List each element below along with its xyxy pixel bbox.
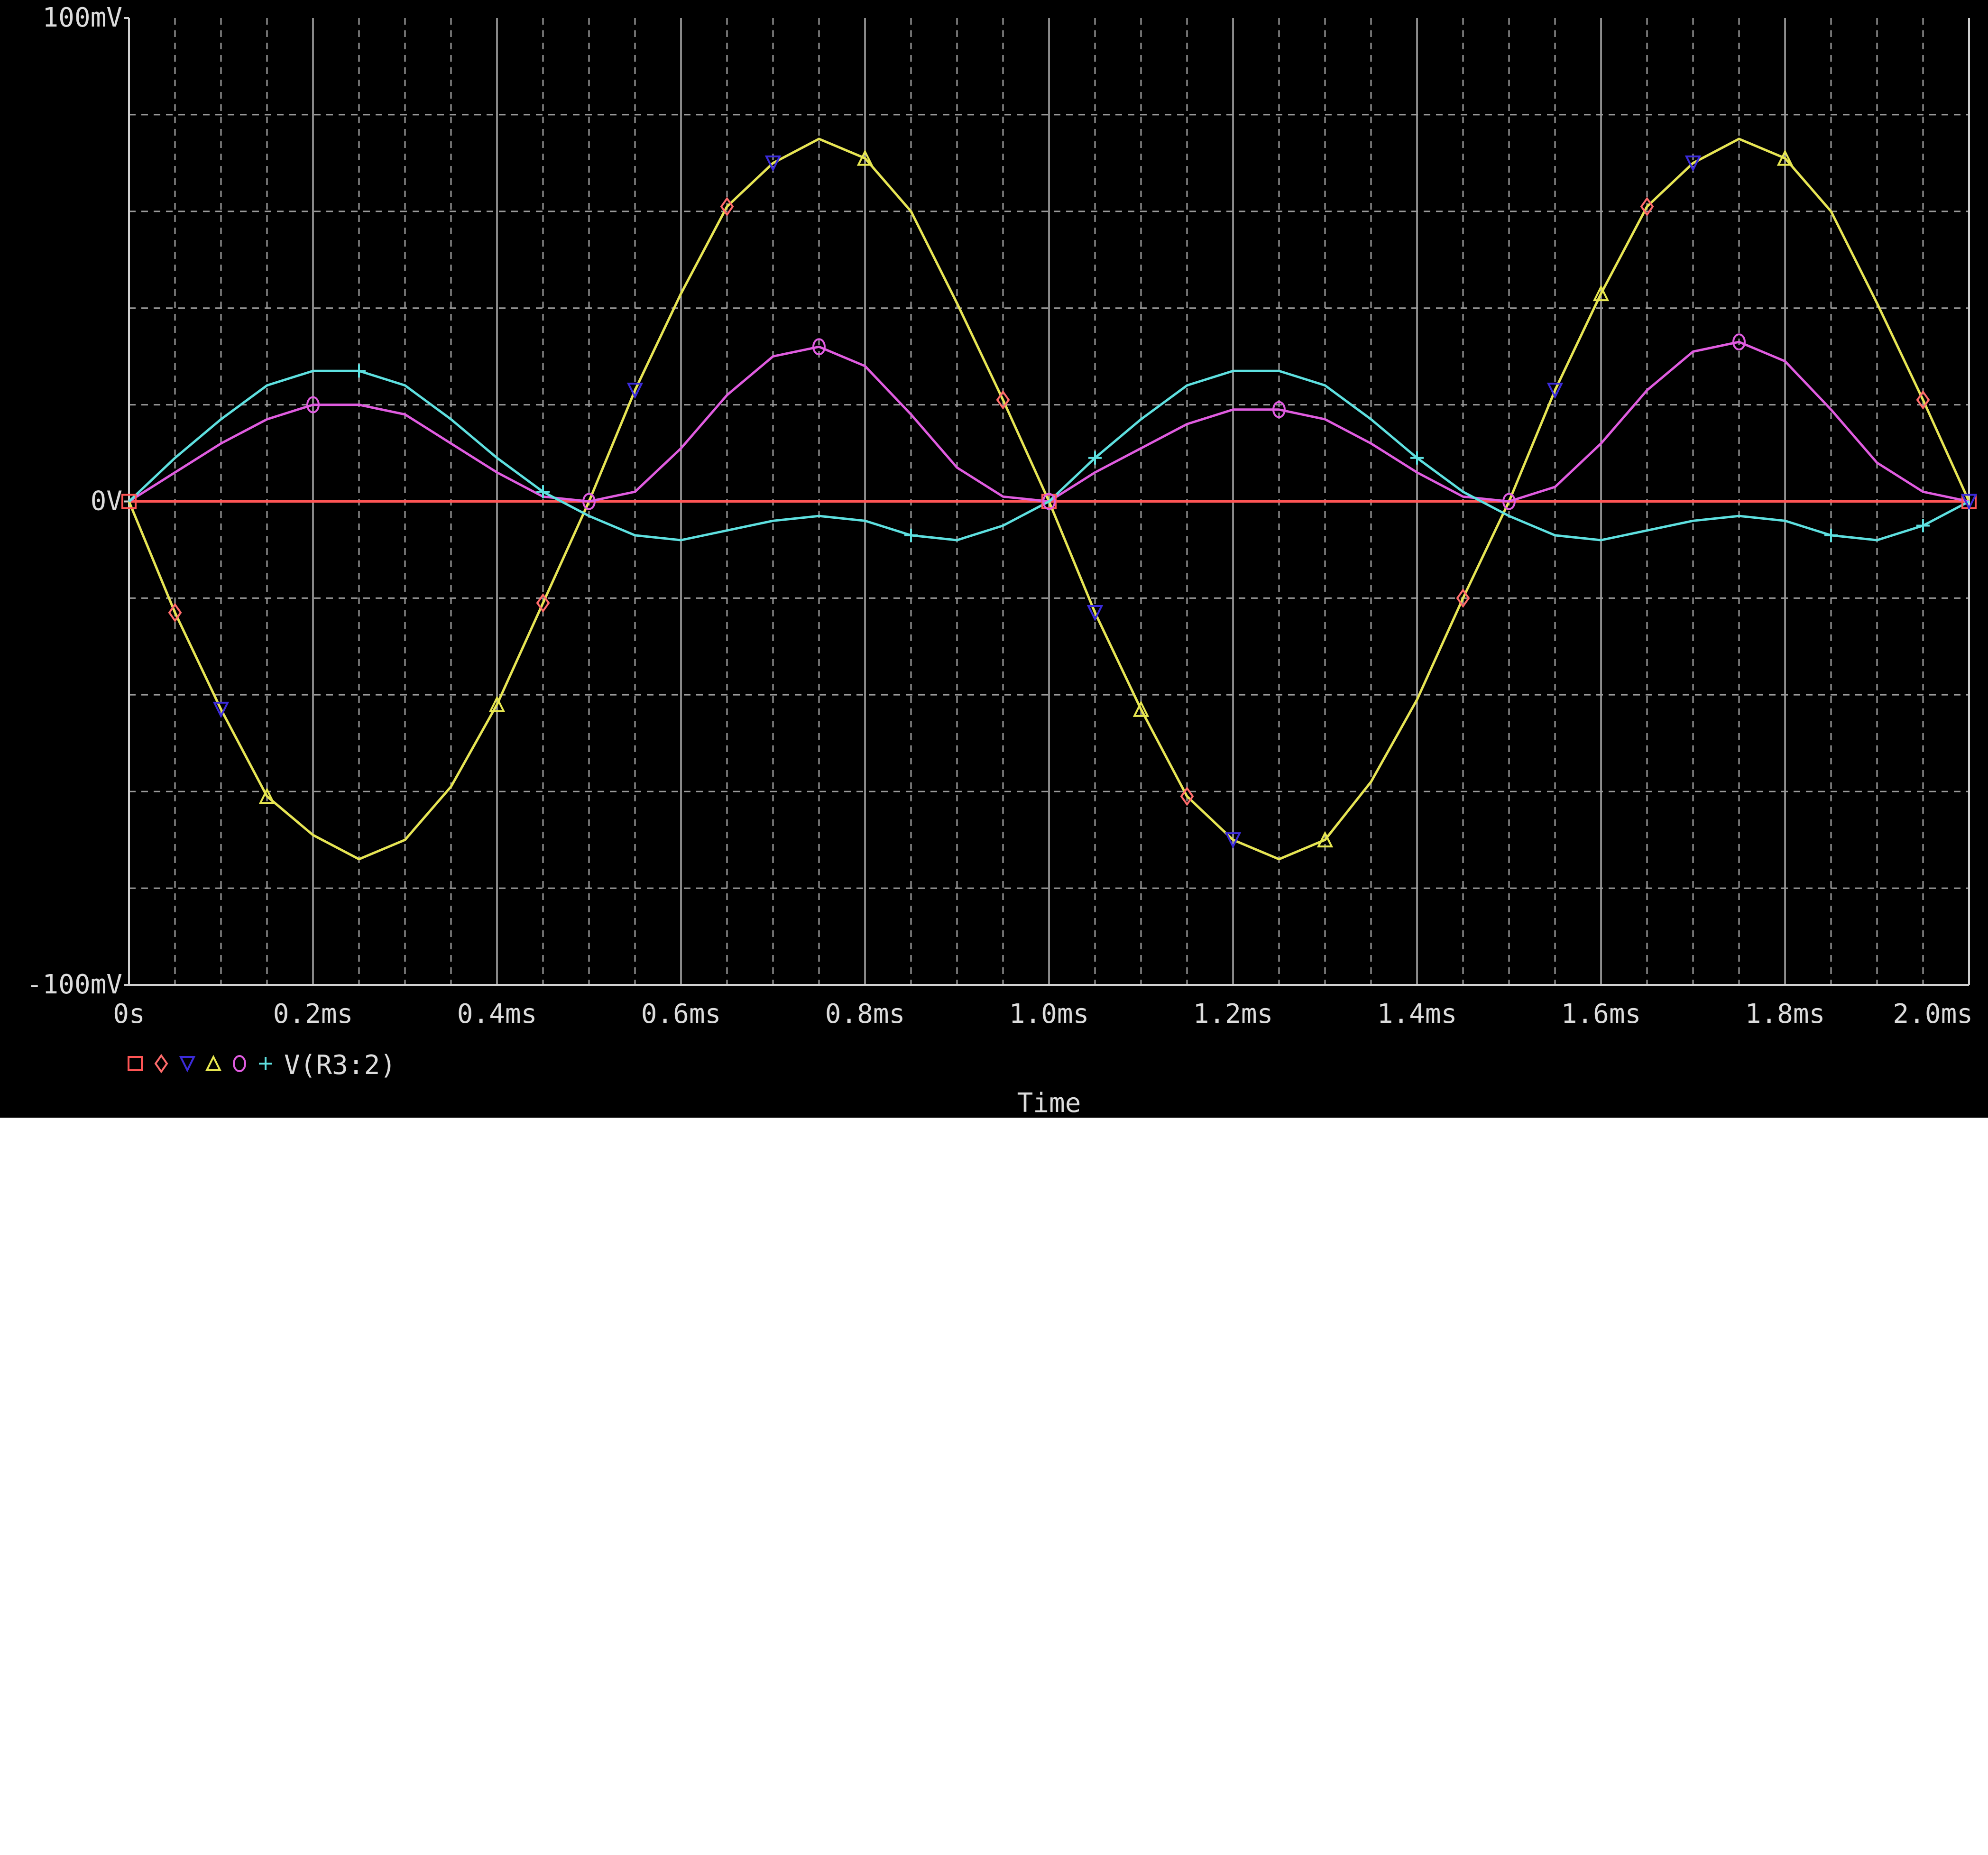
x-tick-label: 0.2ms [273,999,353,1029]
marker-triangle-down [1546,383,1564,399]
marker-triangle-down [626,383,644,399]
marker-diamond [996,390,1010,410]
marker-diamond [168,603,182,623]
x-tick-label: 0.6ms [641,999,721,1029]
marker-triangle-down [764,155,782,172]
marker-triangle-up [1776,149,1794,166]
y-tick-label: 100mV [42,2,122,33]
marker-triangle-down [1086,605,1104,622]
y-tick-label: 0V [91,486,122,517]
marker-plus [904,528,918,542]
marker-triangle-down [212,701,230,718]
x-tick-label: 0.8ms [825,999,905,1029]
x-tick-label: 1.2ms [1193,999,1273,1029]
marker-circle [306,396,320,413]
marker-plus [1410,451,1424,465]
marker-triangle-up [1592,285,1610,302]
marker-circle [1042,493,1056,510]
marker-triangle-up [258,787,276,804]
marker-diamond [1640,197,1654,217]
probe-plot-window: 100mV 0V -100mV 0s 0.2ms 0.4ms 0.6ms 0.8ms 1.0ms… [0,0,1988,1118]
x-tick-label: 1.8ms [1745,999,1825,1029]
marker-diamond [154,1054,168,1074]
marker-triangle-up [205,1055,222,1071]
marker-circle [1732,333,1746,351]
marker-diamond [536,593,550,613]
marker-plus [536,485,550,499]
x-tick-label: 2.0ms [1893,999,1973,1029]
marker-triangle-up [856,149,874,166]
marker-diamond [1180,786,1194,806]
x-axis-label: Time [1017,1088,1081,1118]
legend-label: V(R3:2) [284,1050,396,1081]
marker-plus [259,1057,272,1070]
marker-diamond [1916,390,1930,410]
x-tick-label: 1.4ms [1377,999,1457,1029]
marker-triangle-up [1316,831,1334,848]
x-tick-label: 0.4ms [457,999,537,1029]
marker-circle [1272,401,1286,418]
legend: V(R3:2) [128,1050,396,1081]
marker-square [128,1056,143,1071]
marker-plus [352,364,366,378]
marker-circle [582,493,596,510]
y-tick-label: -100mV [27,969,122,1000]
marker-triangle-up [488,696,506,712]
marker-square [121,494,137,509]
marker-circle [233,1055,246,1072]
marker-circle [812,338,826,356]
marker-diamond [720,197,734,217]
trace-markers [121,149,1978,849]
trace-plus [128,369,1970,542]
marker-triangle-down [1684,155,1702,172]
marker-plus [1916,519,1930,533]
marker-triangle-down [179,1056,196,1073]
x-tick-label: 0s [113,999,145,1029]
x-tick-label: 1.0ms [1009,999,1089,1029]
marker-triangle-down [1960,494,1978,510]
x-tick-label: 1.6ms [1561,999,1641,1029]
traces [128,138,1970,861]
marker-triangle-down [1224,832,1242,849]
marker-plus [1824,528,1838,542]
marker-triangle-up [1132,700,1150,717]
marker-diamond [1456,588,1470,608]
marker-circle [1502,493,1516,510]
marker-plus [1088,451,1102,465]
